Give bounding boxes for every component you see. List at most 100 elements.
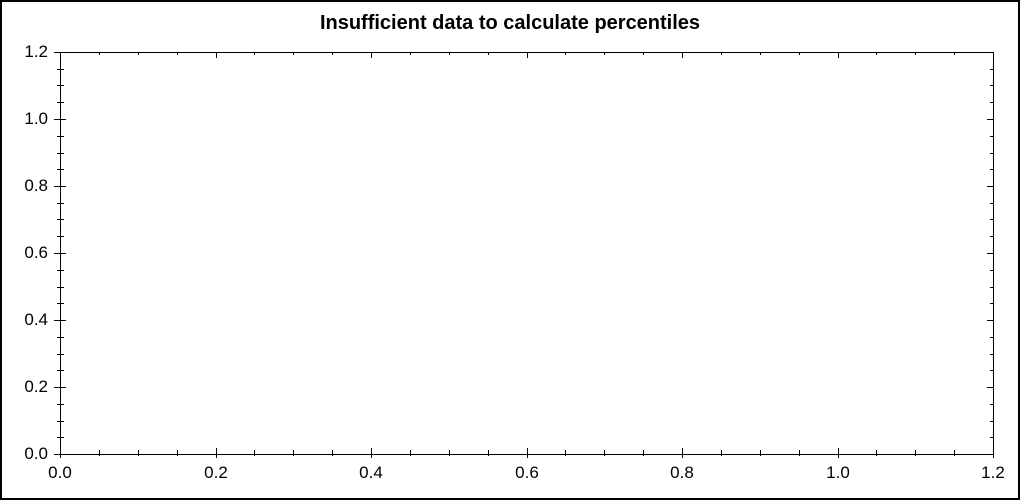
- y-minor-tick: [57, 169, 64, 170]
- x-minor-tick: [954, 450, 955, 456]
- x-minor-tick: [332, 450, 333, 456]
- x-minor-tick-top: [138, 52, 139, 55]
- y-minor-tick: [57, 85, 64, 86]
- y-major-tick: [54, 119, 66, 120]
- y-minor-tick: [57, 337, 64, 338]
- y-major-tick-right: [987, 454, 993, 455]
- x-tick-label: 0.8: [670, 463, 694, 482]
- x-tick-label: 1.2: [981, 463, 1005, 482]
- y-tick-label: 0.8: [24, 176, 48, 195]
- y-minor-tick: [57, 236, 64, 237]
- y-minor-tick: [57, 404, 64, 405]
- x-tick-label: 1.0: [826, 463, 850, 482]
- x-minor-tick-top: [876, 52, 877, 55]
- x-major-tick-top: [216, 52, 217, 58]
- x-minor-tick-top: [721, 52, 722, 55]
- x-minor-tick-top: [99, 52, 100, 55]
- x-minor-tick-top: [760, 52, 761, 55]
- y-minor-tick: [57, 421, 64, 422]
- x-major-tick: [371, 448, 372, 458]
- x-minor-tick: [643, 450, 644, 456]
- y-major-tick: [54, 454, 66, 455]
- x-minor-tick-top: [604, 52, 605, 55]
- y-major-tick-right: [987, 186, 993, 187]
- x-major-tick: [682, 448, 683, 458]
- y-minor-tick-right: [990, 404, 993, 405]
- y-minor-tick-right: [990, 437, 993, 438]
- x-major-tick-top: [838, 52, 839, 58]
- x-minor-tick-top: [488, 52, 489, 55]
- x-minor-tick-top: [332, 52, 333, 55]
- x-minor-tick-top: [915, 52, 916, 55]
- x-minor-tick: [99, 450, 100, 456]
- y-minor-tick-right: [990, 370, 993, 371]
- y-major-tick-right: [987, 253, 993, 254]
- x-minor-tick: [799, 450, 800, 456]
- x-minor-tick: [410, 450, 411, 456]
- x-minor-tick: [565, 450, 566, 456]
- y-minor-tick-right: [990, 85, 993, 86]
- y-minor-tick: [57, 437, 64, 438]
- x-tick-label: 0.2: [204, 463, 228, 482]
- y-minor-tick-right: [990, 136, 993, 137]
- plot-area: [60, 52, 994, 455]
- y-minor-tick-right: [990, 337, 993, 338]
- y-major-tick: [54, 186, 66, 187]
- y-major-tick-right: [987, 119, 993, 120]
- x-major-tick-top: [60, 52, 61, 58]
- y-minor-tick: [57, 270, 64, 271]
- x-minor-tick: [915, 450, 916, 456]
- x-major-tick: [216, 448, 217, 458]
- x-major-tick: [838, 448, 839, 458]
- y-minor-tick: [57, 219, 64, 220]
- x-minor-tick-top: [293, 52, 294, 55]
- x-minor-tick-top: [449, 52, 450, 55]
- x-minor-tick-top: [799, 52, 800, 55]
- x-minor-tick: [293, 450, 294, 456]
- x-minor-tick-top: [254, 52, 255, 55]
- y-minor-tick-right: [990, 102, 993, 103]
- y-minor-tick: [57, 370, 64, 371]
- y-minor-tick: [57, 354, 64, 355]
- y-minor-tick: [57, 203, 64, 204]
- x-tick-label: 0.0: [48, 463, 72, 482]
- x-minor-tick-top: [177, 52, 178, 55]
- x-major-tick: [60, 448, 61, 458]
- x-tick-label: 0.6: [515, 463, 539, 482]
- y-major-tick-right: [987, 320, 993, 321]
- y-major-tick-right: [987, 387, 993, 388]
- y-tick-label: 1.0: [24, 109, 48, 128]
- x-minor-tick: [876, 450, 877, 456]
- x-minor-tick: [760, 450, 761, 456]
- y-minor-tick-right: [990, 69, 993, 70]
- x-major-tick: [993, 448, 994, 458]
- y-minor-tick-right: [990, 236, 993, 237]
- y-minor-tick: [57, 136, 64, 137]
- y-minor-tick: [57, 102, 64, 103]
- y-minor-tick: [57, 303, 64, 304]
- y-major-tick: [54, 253, 66, 254]
- y-major-tick: [54, 320, 66, 321]
- x-minor-tick: [604, 450, 605, 456]
- y-minor-tick: [57, 69, 64, 70]
- x-major-tick-top: [682, 52, 683, 58]
- y-minor-tick-right: [990, 203, 993, 204]
- x-minor-tick-top: [565, 52, 566, 55]
- y-tick-label: 0.2: [24, 377, 48, 396]
- y-minor-tick: [57, 287, 64, 288]
- y-minor-tick-right: [990, 169, 993, 170]
- x-major-tick-top: [527, 52, 528, 58]
- x-major-tick: [527, 448, 528, 458]
- x-minor-tick: [721, 450, 722, 456]
- x-major-tick-top: [371, 52, 372, 58]
- x-tick-label: 0.4: [359, 463, 383, 482]
- y-major-tick: [54, 52, 66, 53]
- y-minor-tick-right: [990, 287, 993, 288]
- chart-title: Insufficient data to calculate percentil…: [319, 12, 701, 34]
- x-minor-tick: [177, 450, 178, 456]
- x-minor-tick-top: [643, 52, 644, 55]
- x-minor-tick: [488, 450, 489, 456]
- x-minor-tick: [138, 450, 139, 456]
- y-major-tick: [54, 387, 66, 388]
